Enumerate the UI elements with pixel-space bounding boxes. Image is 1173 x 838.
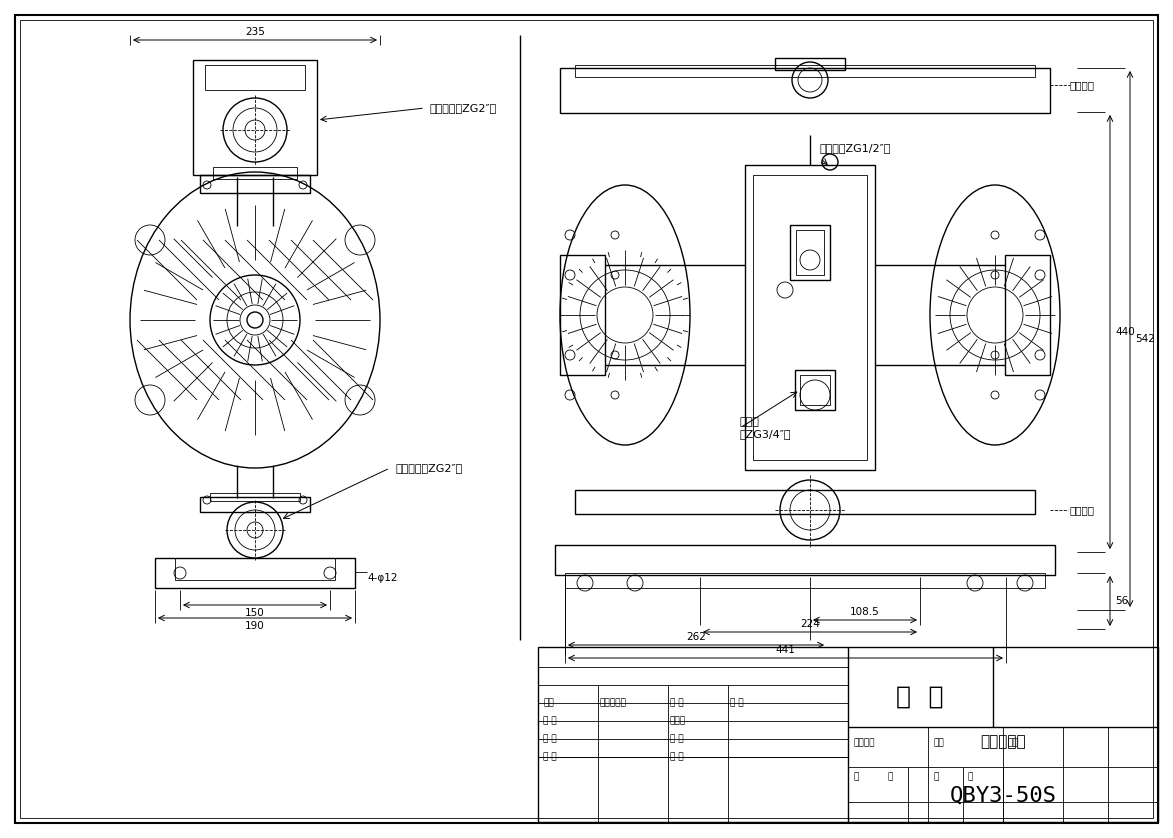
Bar — [538, 647, 1158, 822]
Bar — [194, 60, 317, 175]
Text: 542: 542 — [1135, 334, 1155, 344]
Text: 进气口（ZG1/2″）: 进气口（ZG1/2″） — [820, 143, 891, 153]
Bar — [795, 370, 835, 410]
Text: 审 核: 审 核 — [543, 734, 557, 743]
Text: 441: 441 — [775, 645, 795, 655]
Text: 262: 262 — [686, 632, 706, 642]
Text: 日 期: 日 期 — [670, 753, 684, 762]
Bar — [796, 230, 823, 275]
Text: 签 字: 签 字 — [670, 699, 684, 707]
Bar — [575, 65, 1035, 77]
Text: 安装尺寸图: 安装尺寸图 — [981, 734, 1026, 749]
Text: 56: 56 — [1116, 596, 1128, 606]
Text: 图样标记: 图样标记 — [853, 738, 875, 747]
Bar — [175, 558, 335, 580]
Text: 日 期: 日 期 — [730, 699, 744, 707]
Text: 页: 页 — [968, 773, 974, 782]
Bar — [210, 493, 300, 501]
Text: 共: 共 — [853, 773, 859, 782]
Text: （进口）: （进口） — [1070, 505, 1096, 515]
Bar — [800, 375, 830, 405]
Text: 批 准: 批 准 — [670, 734, 684, 743]
Text: 标准化: 标准化 — [670, 716, 686, 726]
Bar — [555, 545, 1055, 575]
Text: 150: 150 — [245, 608, 265, 618]
Text: 标记: 标记 — [543, 699, 554, 707]
Bar — [575, 490, 1035, 514]
Text: 物料进口（ZG2″）: 物料进口（ZG2″） — [395, 463, 462, 473]
Bar — [565, 573, 1045, 588]
Text: 440: 440 — [1116, 327, 1134, 337]
Bar — [205, 65, 305, 90]
Bar — [1005, 255, 1050, 375]
Bar — [201, 497, 310, 512]
Text: 235: 235 — [245, 27, 265, 37]
Bar — [560, 255, 605, 375]
Bar — [155, 558, 355, 588]
Bar — [789, 225, 830, 280]
Text: 消声器
（ZG3/4″）: 消声器 （ZG3/4″） — [740, 417, 792, 439]
Text: 224: 224 — [800, 619, 820, 629]
Text: （出口）: （出口） — [1070, 80, 1096, 90]
Bar — [213, 167, 297, 179]
Text: 工 艺: 工 艺 — [543, 753, 557, 762]
Text: 塑  料: 塑 料 — [896, 685, 944, 709]
Text: 页: 页 — [888, 773, 894, 782]
Bar — [775, 58, 845, 70]
Bar — [201, 175, 310, 193]
Bar — [560, 68, 1050, 113]
Text: 第: 第 — [933, 773, 938, 782]
Text: 物料出口（ZG2″）: 物料出口（ZG2″） — [430, 103, 497, 113]
Bar — [745, 165, 875, 470]
Text: 108.5: 108.5 — [850, 607, 880, 617]
Text: 4-φ12: 4-φ12 — [367, 573, 398, 583]
Text: 190: 190 — [245, 621, 265, 631]
Text: QBY3-50S: QBY3-50S — [949, 785, 1057, 805]
Bar — [753, 175, 867, 460]
Text: 比例: 比例 — [1008, 738, 1018, 747]
Text: 重量: 重量 — [933, 738, 944, 747]
Text: 更改文件号: 更改文件号 — [601, 699, 626, 707]
Text: 设 计: 设 计 — [543, 716, 557, 726]
